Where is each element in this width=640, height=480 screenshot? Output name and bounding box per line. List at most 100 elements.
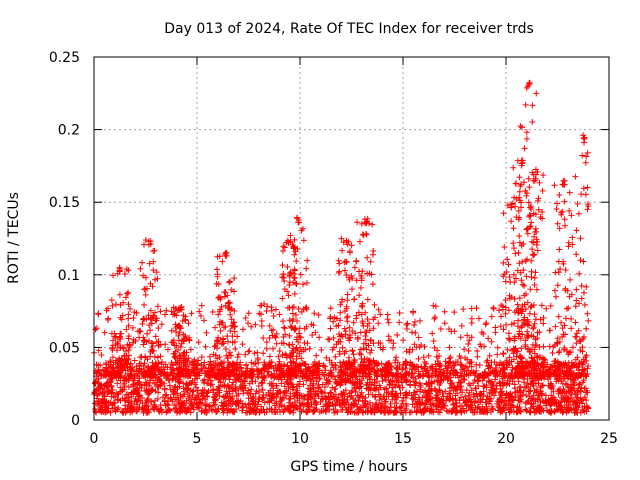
data-point (301, 325, 308, 332)
data-point (342, 258, 349, 265)
data-point (96, 383, 103, 390)
data-point (496, 307, 503, 314)
data-point (503, 321, 510, 328)
data-point (485, 335, 492, 342)
data-point (149, 365, 156, 372)
data-point (195, 339, 202, 346)
data-point (289, 341, 296, 348)
data-point (501, 243, 508, 250)
data-point (565, 243, 572, 250)
data-point (446, 355, 453, 362)
data-point (396, 319, 403, 326)
data-point (275, 353, 282, 360)
data-point (126, 305, 133, 312)
data-point (156, 376, 163, 383)
data-point (229, 388, 236, 395)
data-point (368, 347, 375, 354)
data-point (516, 188, 523, 195)
data-point (134, 380, 141, 387)
data-point (299, 373, 306, 380)
data-point (457, 402, 464, 409)
data-point (260, 335, 267, 342)
data-point (370, 340, 377, 347)
data-point (347, 248, 354, 255)
data-point (192, 381, 199, 388)
data-point (420, 354, 427, 361)
data-point (146, 260, 153, 267)
data-point (155, 359, 162, 366)
data-point (535, 195, 542, 202)
data-point (561, 181, 568, 188)
data-point (494, 372, 501, 379)
data-point (576, 270, 583, 277)
data-point (217, 306, 224, 313)
data-point (531, 281, 538, 288)
data-point (504, 256, 511, 263)
data-point (270, 313, 277, 320)
data-point (525, 199, 532, 206)
data-point (537, 387, 544, 394)
data-point (109, 354, 116, 361)
data-point (347, 363, 354, 370)
data-point (364, 254, 371, 261)
data-point (302, 304, 309, 311)
data-point (569, 241, 576, 248)
data-point (511, 381, 518, 388)
data-point (168, 339, 175, 346)
data-point (496, 379, 503, 386)
data-point (208, 406, 215, 413)
data-point (147, 373, 154, 380)
data-point (516, 295, 523, 302)
data-point (139, 371, 146, 378)
data-point (553, 206, 560, 213)
data-point (411, 404, 418, 411)
data-point (521, 379, 528, 386)
data-point (289, 318, 296, 325)
data-point (181, 391, 188, 398)
data-point (110, 272, 117, 279)
data-point (523, 190, 530, 197)
data-point (247, 391, 254, 398)
data-point (268, 304, 275, 311)
data-point (266, 380, 273, 387)
data-point (565, 406, 572, 413)
data-point (163, 307, 170, 314)
data-point (109, 345, 116, 352)
data-point (304, 366, 311, 373)
data-point (320, 403, 327, 410)
data-point (157, 381, 164, 388)
data-point (425, 381, 432, 388)
data-point (148, 398, 155, 405)
data-point (291, 290, 298, 297)
data-point (567, 376, 574, 383)
data-point (567, 394, 574, 401)
data-point (307, 386, 314, 393)
data-point (226, 349, 233, 356)
data-point (461, 346, 468, 353)
data-point (518, 162, 525, 169)
data-point (279, 274, 286, 281)
data-point (258, 370, 265, 377)
data-point (465, 380, 472, 387)
data-point (226, 279, 233, 286)
data-point (122, 294, 129, 301)
data-point (281, 383, 288, 390)
data-point (456, 380, 463, 387)
data-point (282, 331, 289, 338)
data-point (318, 408, 325, 415)
y-tick-label: 0.2 (58, 123, 80, 139)
data-point (504, 380, 511, 387)
data-point (553, 339, 560, 346)
data-point (465, 341, 472, 348)
data-point (300, 392, 307, 399)
data-point (410, 309, 417, 316)
data-point (512, 345, 519, 352)
data-point (336, 331, 343, 338)
data-point (293, 258, 300, 265)
data-point (530, 358, 537, 365)
data-point (534, 238, 541, 245)
data-point (129, 406, 136, 413)
data-point (210, 399, 217, 406)
data-point (510, 240, 517, 247)
data-point (92, 387, 99, 394)
